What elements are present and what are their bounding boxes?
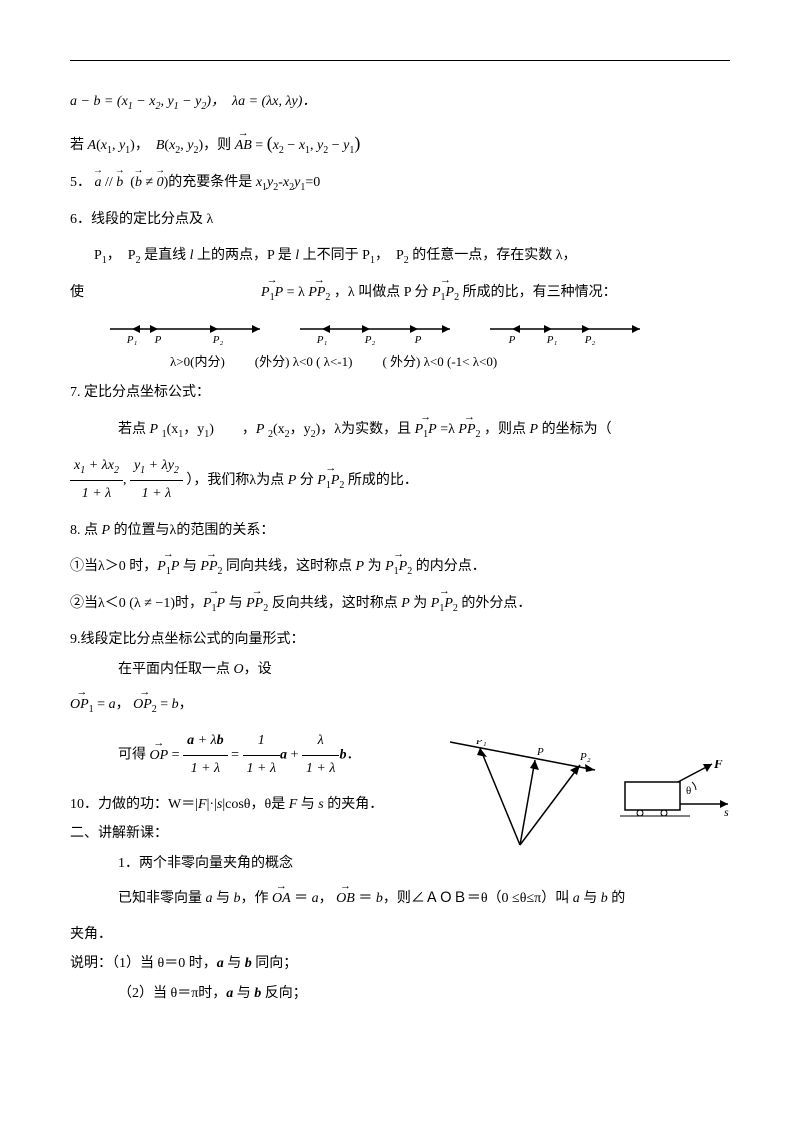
top-rule xyxy=(70,60,730,61)
note-1: 说明：（1）当 θ＝0 时，a 与 b 同向； xyxy=(70,952,730,976)
caption-3: ( 外分) λ<0 (-1< λ<0) xyxy=(382,351,497,370)
section-7-formula: x1 + λx2 1 + λ , y1 + λy2 1 + λ ），我们称λ为点… xyxy=(70,453,730,507)
svg-text:P: P xyxy=(508,334,516,345)
section-7-line1: 若点 P 1(x1，y1) ，P 2(x2，y2)，λ为实数，且 P1P =λ … xyxy=(70,417,730,444)
section-7-tail: ），我们称λ为点 P 分 P1P2 所成的比． xyxy=(186,473,417,488)
section-9-1: 在平面内任取一点 O，设 xyxy=(70,658,730,682)
text-shi: 使 xyxy=(70,285,84,300)
section-5: 5． a // b (b ≠ 0)的充要条件是 x1y2-x2y1=0 xyxy=(70,170,730,197)
section-6-line1: P1， P2 是直线 l 上的两点，P 是 l 上不同于 P1， P2 的任意一… xyxy=(70,243,730,270)
caption-2: (外分) λ<0 ( λ<-1) xyxy=(255,351,353,370)
section-6: 6．线段的定比分点及 λ xyxy=(70,207,730,234)
svg-text:P₂: P₂ xyxy=(364,334,376,345)
frac-x: x1 + λx2 1 + λ xyxy=(70,453,123,507)
document-page: a − b = (x1 − x2, y1 − y2)， λa = (λx, λy… xyxy=(0,0,800,1052)
caption-1: λ>0(内分) xyxy=(170,351,225,370)
section-8: 8. 点 P 的位置与λ的范围的关系： xyxy=(70,518,730,545)
svg-text:P₁: P₁ xyxy=(475,740,487,747)
svg-text:F: F xyxy=(713,760,723,771)
svg-text:O: O xyxy=(516,847,525,850)
section-6-line2: 使 P1P = λ PP2 ，λ 叫做点 P 分 P1P2 所成的比，有三种情况… xyxy=(70,280,730,307)
section-9: 9.线段定比分点坐标公式的向量形式： xyxy=(70,628,730,652)
formula-a-minus-b: a − b = (x1 − x2, y1 − y2)， λa = (λx, λy… xyxy=(70,89,730,116)
section-8-2: ②当λ＜0 (λ ≠ −1)时，P1P 与 PP2 反向共线，这时称点 P 为 … xyxy=(70,591,730,618)
svg-text:P₂: P₂ xyxy=(584,334,596,345)
section-9-2: OP1 = a， OP2 = b， xyxy=(70,692,730,719)
svg-text:P₂: P₂ xyxy=(212,334,224,345)
svg-text:P: P xyxy=(414,334,422,345)
svg-text:P₁: P₁ xyxy=(126,334,138,345)
numline-3: P P₁ P₂ xyxy=(490,319,640,345)
svg-text:s: s xyxy=(724,805,729,819)
force-diagram: s F θ xyxy=(620,760,730,830)
svg-text:θ: θ xyxy=(686,785,691,797)
number-line-diagrams: P₁ P P₂ P₁ P₂ P P P₁ P₂ xyxy=(110,319,730,345)
formula-AB: 若 A(x1, y1)， B(x2, y2)，则 AB = (x2 − x1, … xyxy=(70,126,730,160)
part2-1: 1．两个非零向量夹角的概念 xyxy=(70,852,730,876)
triangle-diagram: P₁ P P₂ O xyxy=(440,740,600,850)
part2-3: 夹角． xyxy=(70,923,730,947)
svg-text:P: P xyxy=(536,746,544,758)
section-7: 7. 定比分点坐标公式： xyxy=(70,380,730,407)
svg-text:P₁: P₁ xyxy=(546,334,558,345)
numline-1: P₁ P P₂ xyxy=(110,319,260,345)
svg-text:P: P xyxy=(154,334,162,345)
svg-text:P₁: P₁ xyxy=(316,334,328,345)
numline-captions: λ>0(内分) (外分) λ<0 ( λ<-1) ( 外分) λ<0 (-1< … xyxy=(170,351,730,370)
note-2: （2）当 θ＝π时，a 与 b 反向； xyxy=(70,982,730,1006)
part2-2: 已知非零向量 a 与 b，作 OA ＝ a， OB ＝ b，则∠ＡＯＢ＝θ（0 … xyxy=(70,886,730,913)
svg-text:P₂: P₂ xyxy=(579,751,591,763)
frac-y: y1 + λy2 1 + λ xyxy=(130,453,183,507)
numline-2: P₁ P₂ P xyxy=(300,319,450,345)
section-8-1: ①当λ＞0 时，P1P 与 PP2 同向共线，这时称点 P 为 P1P2 的内分… xyxy=(70,554,730,581)
